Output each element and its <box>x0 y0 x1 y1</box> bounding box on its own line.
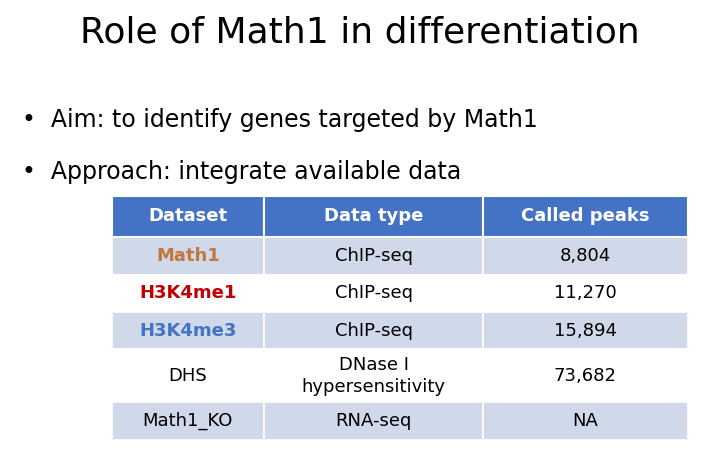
FancyBboxPatch shape <box>264 237 483 274</box>
Text: 15,894: 15,894 <box>554 322 617 340</box>
Text: DHS: DHS <box>168 367 207 385</box>
FancyBboxPatch shape <box>483 402 688 440</box>
FancyBboxPatch shape <box>112 402 264 440</box>
Text: 73,682: 73,682 <box>554 367 617 385</box>
Text: •  Approach: integrate available data: • Approach: integrate available data <box>22 160 461 184</box>
FancyBboxPatch shape <box>112 237 264 274</box>
FancyBboxPatch shape <box>112 312 264 349</box>
FancyBboxPatch shape <box>483 349 688 402</box>
FancyBboxPatch shape <box>483 312 688 349</box>
Text: Role of Math1 in differentiation: Role of Math1 in differentiation <box>80 16 640 50</box>
Text: NA: NA <box>572 412 598 430</box>
Text: Math1: Math1 <box>156 247 220 265</box>
FancyBboxPatch shape <box>483 196 688 237</box>
Text: •  Aim: to identify genes targeted by Math1: • Aim: to identify genes targeted by Mat… <box>22 108 537 132</box>
Text: Dataset: Dataset <box>148 207 228 225</box>
FancyBboxPatch shape <box>112 274 264 312</box>
Text: 8,804: 8,804 <box>559 247 611 265</box>
FancyBboxPatch shape <box>264 312 483 349</box>
Text: DNase I
hypersensitivity: DNase I hypersensitivity <box>302 356 446 396</box>
FancyBboxPatch shape <box>112 349 264 402</box>
Text: Math1_KO: Math1_KO <box>143 412 233 430</box>
Text: ChIP-seq: ChIP-seq <box>335 322 413 340</box>
FancyBboxPatch shape <box>264 196 483 237</box>
FancyBboxPatch shape <box>112 196 264 237</box>
FancyBboxPatch shape <box>483 237 688 274</box>
Text: ChIP-seq: ChIP-seq <box>335 284 413 302</box>
Text: Called peaks: Called peaks <box>521 207 649 225</box>
Text: Data type: Data type <box>324 207 423 225</box>
Text: H3K4me3: H3K4me3 <box>139 322 237 340</box>
FancyBboxPatch shape <box>264 402 483 440</box>
Text: ChIP-seq: ChIP-seq <box>335 247 413 265</box>
FancyBboxPatch shape <box>264 349 483 402</box>
Text: 11,270: 11,270 <box>554 284 617 302</box>
Text: RNA-seq: RNA-seq <box>336 412 412 430</box>
Text: H3K4me1: H3K4me1 <box>139 284 237 302</box>
FancyBboxPatch shape <box>483 274 688 312</box>
FancyBboxPatch shape <box>264 274 483 312</box>
